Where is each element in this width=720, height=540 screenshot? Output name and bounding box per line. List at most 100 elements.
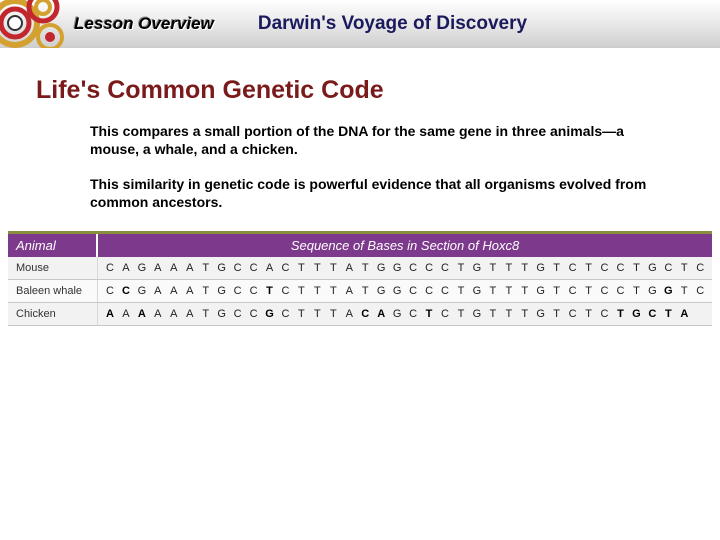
base: G [262,308,278,320]
base: G [644,285,660,297]
base: G [644,262,660,274]
cell-sequence: CAGAAATGCCACTTTATGGCCCTGTTTGTCTCCTGCTC [98,257,712,279]
base: G [533,285,549,297]
base: C [102,262,118,274]
base: A [118,262,134,274]
base: A [150,262,166,274]
base: A [182,285,198,297]
base: C [277,285,293,297]
base: T [293,262,309,274]
base: T [453,285,469,297]
section-title: Life's Common Genetic Code [36,76,684,105]
base: A [341,262,357,274]
cell-animal: Mouse [8,257,98,279]
base: C [613,262,629,274]
base: G [373,285,389,297]
base: G [214,308,230,320]
base: T [517,308,533,320]
cell-animal: Chicken [8,303,98,325]
base: A [118,308,134,320]
base: T [581,308,597,320]
base: T [485,285,501,297]
base: G [660,285,676,297]
base: T [676,285,692,297]
base: T [453,262,469,274]
base: T [549,285,565,297]
base: A [134,308,150,320]
col-header-animal: Animal [8,234,98,257]
base: T [501,285,517,297]
base: T [517,285,533,297]
base: C [437,285,453,297]
base: T [357,262,373,274]
base: A [182,308,198,320]
base: C [597,262,613,274]
base: G [214,285,230,297]
base: C [246,308,262,320]
base: T [309,308,325,320]
base: G [533,262,549,274]
base: G [533,308,549,320]
base: T [325,285,341,297]
table-body: MouseCAGAAATGCCACTTTATGGCCCTGTTTGTCTCCTG… [8,257,712,326]
base: T [198,285,214,297]
base: T [325,308,341,320]
base: C [421,262,437,274]
cell-animal: Baleen whale [8,280,98,302]
base: T [581,262,597,274]
base: C [565,308,581,320]
base: C [230,262,246,274]
base: T [309,285,325,297]
base: G [469,285,485,297]
dna-table: Animal Sequence of Bases in Section of H… [8,231,712,326]
base: C [565,262,581,274]
base: C [421,285,437,297]
base: C [405,262,421,274]
base: C [660,262,676,274]
content-area: Life's Common Genetic Code This compares… [0,48,720,211]
base: A [182,262,198,274]
base: G [469,308,485,320]
base: C [246,285,262,297]
base: A [150,285,166,297]
base: A [676,308,692,320]
base: T [549,308,565,320]
base: G [628,308,644,320]
base: T [198,262,214,274]
base: C [246,262,262,274]
base: C [405,308,421,320]
base: G [389,308,405,320]
base: G [134,285,150,297]
base: C [692,285,708,297]
base: C [230,308,246,320]
base: C [357,308,373,320]
base: A [150,308,166,320]
base: T [325,262,341,274]
base: A [166,262,182,274]
base: T [485,262,501,274]
base: G [134,262,150,274]
col-header-sequence: Sequence of Bases in Section of Hoxc8 [98,234,712,257]
base: A [341,308,357,320]
table-row: ChickenAAAAAATGCCGCTTTACAGCTCTGTTTGTCTCT… [8,303,712,326]
base: A [166,285,182,297]
base: T [517,262,533,274]
base: C [437,308,453,320]
voyage-title: Darwin's Voyage of Discovery [258,13,527,35]
base [692,308,708,320]
paragraph-2: This similarity in genetic code is power… [90,176,650,211]
base: T [421,308,437,320]
base: A [262,262,278,274]
base: G [373,262,389,274]
lesson-overview-label: Lesson Overview [74,14,214,34]
base: C [437,262,453,274]
base: C [277,262,293,274]
base: T [357,285,373,297]
base: C [102,285,118,297]
base: T [613,308,629,320]
cell-sequence: CCGAAATGCCTCTTTATGGCCCTGTTTGTCTCCTGGTC [98,280,712,302]
base: A [166,308,182,320]
base: G [469,262,485,274]
base: T [198,308,214,320]
table-row: Baleen whaleCCGAAATGCCTCTTTATGGCCCTGTTTG… [8,280,712,303]
